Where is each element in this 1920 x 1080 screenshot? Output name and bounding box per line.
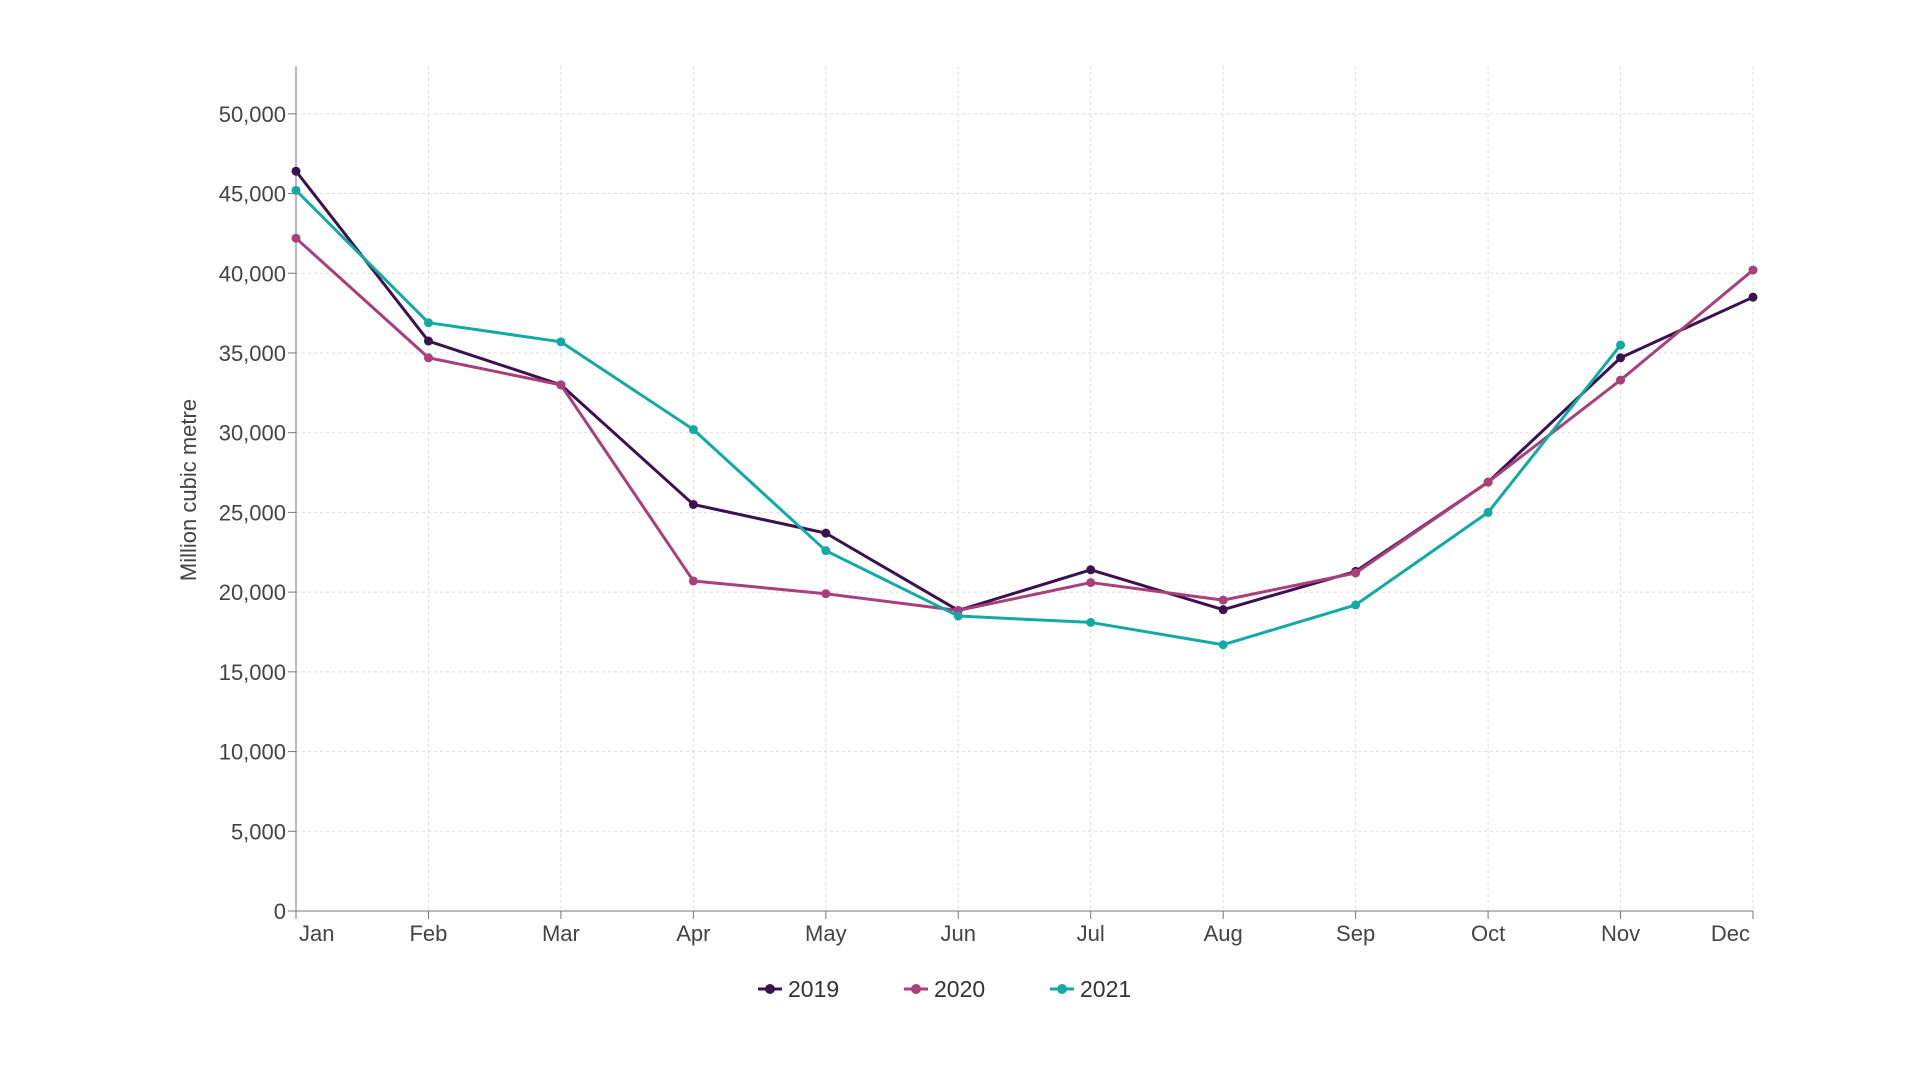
x-tick-label: Nov — [1601, 921, 1640, 946]
legend-marker-2019 — [765, 984, 775, 994]
x-tick-label: Mar — [542, 921, 580, 946]
data-point-2021 — [1218, 640, 1228, 650]
x-tick-label: Oct — [1471, 921, 1505, 946]
legend-label-2021: 2021 — [1080, 976, 1131, 1002]
series-line-2019 — [294, 170, 1754, 612]
y-tick-label: 30,000 — [219, 421, 286, 446]
x-tick-label: Feb — [409, 921, 447, 946]
data-point-2019 — [1748, 292, 1758, 302]
data-point-2021 — [556, 337, 566, 347]
x-tick-label: Jul — [1077, 921, 1105, 946]
y-tick-label: 5,000 — [231, 819, 286, 844]
data-point-2020 — [1086, 578, 1096, 588]
data-point-2020 — [688, 576, 698, 586]
data-point-2019 — [1218, 605, 1228, 615]
x-tick-label: May — [805, 921, 847, 946]
grid — [296, 66, 1754, 911]
legend: 2019 2020 2021 — [758, 976, 1131, 1002]
x-tick-label: Apr — [676, 921, 710, 946]
data-point-2021 — [953, 611, 963, 621]
y-tick-label: 40,000 — [219, 261, 286, 286]
data-point-2021 — [1483, 507, 1493, 517]
y-tick-label: 15,000 — [219, 660, 286, 685]
data-point-2021 — [1351, 600, 1361, 610]
data-point-2019 — [821, 528, 831, 538]
data-point-2020 — [1748, 265, 1758, 275]
data-point-2020 — [1218, 595, 1228, 605]
legend-marker-2021 — [1057, 984, 1067, 994]
data-point-2021 — [291, 185, 301, 195]
data-point-2019 — [1086, 565, 1096, 575]
legend-label-2020: 2020 — [934, 976, 985, 1002]
data-point-2021 — [821, 546, 831, 556]
y-tick-label: 10,000 — [219, 740, 286, 765]
data-point-2020 — [1616, 375, 1626, 385]
data-point-2020 — [821, 589, 831, 599]
x-tick-label: Sep — [1336, 921, 1375, 946]
data-point-2019 — [423, 336, 433, 346]
data-point-2021 — [423, 318, 433, 328]
data-point-2019 — [688, 499, 698, 509]
y-tick-label: 45,000 — [219, 182, 286, 207]
y-tick-label: 50,000 — [219, 102, 286, 127]
series-layer — [291, 166, 1758, 650]
x-tick-label: Jan — [299, 921, 334, 946]
series-line-2020 — [294, 237, 1754, 612]
x-tick-label: Dec — [1711, 921, 1750, 946]
legend-label-2019: 2019 — [788, 976, 839, 1002]
x-tick-label: Aug — [1204, 921, 1243, 946]
data-point-2020 — [556, 380, 566, 390]
data-point-2021 — [1616, 340, 1626, 350]
data-point-2019 — [1616, 353, 1626, 363]
data-point-2020 — [1351, 568, 1361, 578]
y-tick-label: 20,000 — [219, 580, 286, 605]
data-point-2020 — [1483, 477, 1493, 487]
axes: 0 5,000 10,000 15,000 20,000 25,000 30,000 35,0… — [219, 66, 1754, 946]
data-point-2019 — [291, 166, 301, 176]
y-tick-label: 35,000 — [219, 341, 286, 366]
data-point-2021 — [1086, 617, 1096, 627]
data-point-2020 — [423, 353, 433, 363]
data-point-2021 — [688, 425, 698, 435]
y-tick-label: 0 — [274, 899, 286, 924]
data-point-2020 — [291, 233, 301, 243]
legend-marker-2020 — [911, 984, 921, 994]
y-tick-label: 25,000 — [219, 500, 286, 525]
y-axis-label: Million cubic metre — [176, 399, 201, 581]
x-tick-label: Jun — [941, 921, 976, 946]
